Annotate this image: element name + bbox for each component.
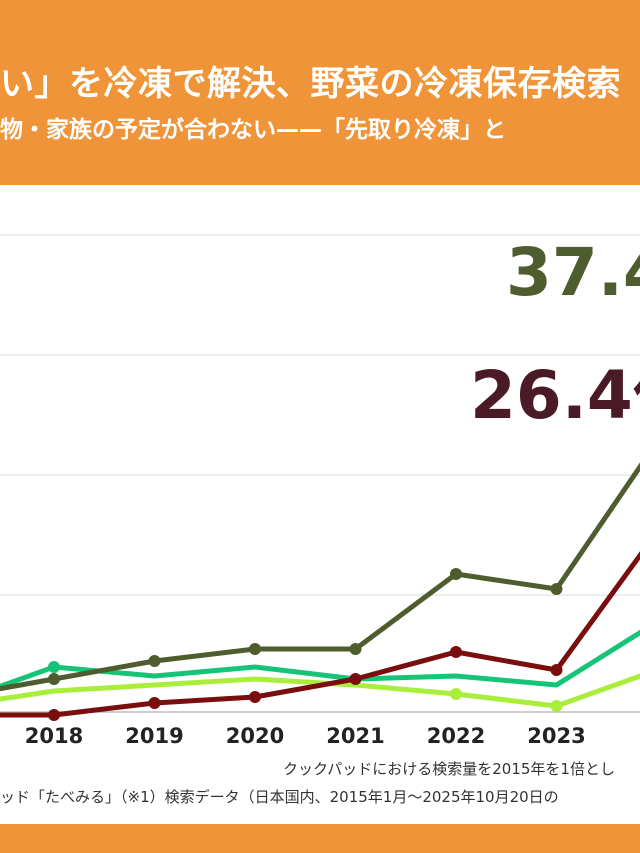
x-tick-label-5: 2023 — [527, 724, 585, 748]
series-1-point-2020 — [249, 691, 261, 703]
series-3-point-2022 — [450, 688, 462, 700]
x-tick-label-3: 2021 — [326, 724, 384, 748]
series-0-point-2022 — [450, 568, 462, 580]
series-line-0 — [0, 462, 640, 692]
series-2-point-2018 — [48, 661, 60, 673]
chart-note-scale: クックパッドにおける検索量を2015年を1倍とし — [283, 760, 615, 778]
series-line-3 — [0, 673, 640, 709]
x-tick-label-2: 2020 — [226, 724, 284, 748]
header-banner: い」を冷凍で解決、野菜の冷凍保存検索 物・家族の予定が合わない——「先取り冷凍」… — [0, 0, 640, 185]
page-title: い」を冷凍で解決、野菜の冷凍保存検索 — [0, 64, 621, 104]
chart-note-source: ッド「たべみる」（※1）検索データ（日本国内、2015年1月〜2025年10月2… — [0, 788, 559, 806]
x-tick-label-1: 2019 — [125, 724, 183, 748]
series-3-point-2023 — [550, 700, 563, 712]
series-0-point-2020 — [249, 643, 261, 655]
line-chart: 2018201920202021202220232 — [0, 185, 640, 765]
x-tick-label-4: 2022 — [427, 724, 485, 748]
series-1-point-2018 — [48, 709, 60, 721]
page-subtitle: 物・家族の予定が合わない——「先取り冷凍」と — [0, 117, 506, 143]
chart-canvas: 2018201920202021202220232 — [0, 234, 640, 748]
series-0-point-2018 — [48, 673, 60, 685]
series-1-point-2022 — [450, 646, 462, 658]
series-line-2 — [0, 629, 640, 689]
series-0-point-2023 — [550, 583, 563, 595]
series-1-point-2023 — [550, 664, 563, 676]
series-0-point-2021 — [349, 643, 362, 655]
series-1-point-2019 — [148, 697, 161, 709]
series-line-1 — [0, 551, 640, 718]
x-tick-label-0: 2018 — [25, 724, 83, 748]
callout-maroon-value: 26.4倍 — [470, 363, 640, 429]
series-1-point-2021 — [349, 673, 362, 685]
callout-green-value: 37.4 — [506, 240, 640, 306]
series-0-point-2019 — [148, 655, 161, 667]
footer-banner — [0, 824, 640, 853]
